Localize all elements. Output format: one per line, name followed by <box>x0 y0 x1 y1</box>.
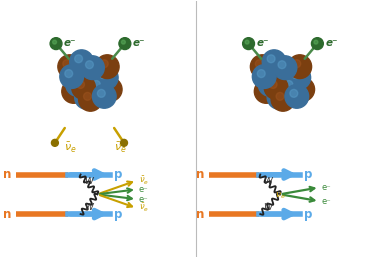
Circle shape <box>280 76 304 99</box>
Circle shape <box>70 50 94 74</box>
Text: W: W <box>85 178 93 186</box>
Circle shape <box>53 40 57 44</box>
Circle shape <box>71 78 79 85</box>
Text: $\nu_e$: $\nu_e$ <box>275 190 285 200</box>
Circle shape <box>271 87 295 111</box>
Circle shape <box>243 38 255 50</box>
Circle shape <box>99 71 107 78</box>
Circle shape <box>119 38 131 50</box>
Circle shape <box>83 63 106 86</box>
Circle shape <box>87 68 96 76</box>
Text: $\bar{\nu}_e$: $\bar{\nu}_e$ <box>114 141 126 155</box>
Circle shape <box>264 76 288 99</box>
Text: W: W <box>85 203 93 212</box>
Circle shape <box>290 90 298 97</box>
Text: e⁻: e⁻ <box>325 38 338 48</box>
Circle shape <box>96 55 119 78</box>
Text: e⁻: e⁻ <box>257 38 269 48</box>
Circle shape <box>267 85 291 109</box>
Circle shape <box>272 90 280 98</box>
Text: e⁻: e⁻ <box>139 185 149 194</box>
Text: p: p <box>114 168 122 181</box>
Text: W: W <box>263 178 272 186</box>
Text: e⁻: e⁻ <box>139 195 149 204</box>
Circle shape <box>62 79 85 103</box>
Text: p: p <box>304 168 312 181</box>
Circle shape <box>81 56 104 79</box>
Circle shape <box>291 78 315 101</box>
Circle shape <box>269 80 277 88</box>
Circle shape <box>50 38 62 50</box>
Circle shape <box>273 56 297 79</box>
Circle shape <box>92 84 116 108</box>
Circle shape <box>292 71 300 78</box>
Text: $\bar{\nu}_e$: $\bar{\nu}_e$ <box>139 174 149 187</box>
Circle shape <box>258 72 282 96</box>
Text: e⁻: e⁻ <box>321 197 331 206</box>
Circle shape <box>263 78 271 85</box>
Text: n: n <box>196 208 204 221</box>
Circle shape <box>245 40 249 44</box>
Text: p: p <box>114 208 122 221</box>
Text: e⁻: e⁻ <box>321 183 331 192</box>
Circle shape <box>94 66 118 90</box>
Circle shape <box>293 60 301 68</box>
Circle shape <box>92 80 100 88</box>
Circle shape <box>287 66 310 90</box>
Circle shape <box>262 50 286 74</box>
Circle shape <box>255 60 263 68</box>
Text: n: n <box>3 208 11 221</box>
Circle shape <box>65 70 73 78</box>
Circle shape <box>67 84 74 92</box>
Circle shape <box>285 80 293 88</box>
Circle shape <box>103 83 111 90</box>
Text: $\bar{\nu}_e$: $\bar{\nu}_e$ <box>64 141 77 155</box>
Circle shape <box>60 65 83 88</box>
Text: e⁻: e⁻ <box>64 38 76 48</box>
Circle shape <box>87 76 111 99</box>
Circle shape <box>257 70 265 78</box>
Circle shape <box>63 60 71 68</box>
Circle shape <box>275 63 299 86</box>
Circle shape <box>79 87 102 111</box>
Circle shape <box>276 92 284 100</box>
Circle shape <box>121 139 128 146</box>
Circle shape <box>58 55 82 78</box>
Circle shape <box>121 40 125 44</box>
Circle shape <box>288 55 312 78</box>
Text: n: n <box>3 168 11 181</box>
Circle shape <box>51 139 58 146</box>
Circle shape <box>254 79 278 103</box>
Circle shape <box>76 80 85 88</box>
Circle shape <box>280 68 288 76</box>
Circle shape <box>74 85 98 109</box>
Circle shape <box>74 55 83 63</box>
Circle shape <box>83 92 91 100</box>
Text: p: p <box>304 208 312 221</box>
Circle shape <box>267 55 275 63</box>
Circle shape <box>85 61 94 69</box>
Circle shape <box>100 60 108 68</box>
Circle shape <box>312 38 323 50</box>
Text: W: W <box>263 203 272 212</box>
Circle shape <box>296 83 304 90</box>
Text: n: n <box>196 168 204 181</box>
Circle shape <box>72 76 96 99</box>
Circle shape <box>314 40 318 44</box>
Text: $\bar{\nu}_e$: $\bar{\nu}_e$ <box>139 202 149 214</box>
Circle shape <box>278 61 286 69</box>
Circle shape <box>252 65 276 88</box>
Circle shape <box>98 78 122 101</box>
Circle shape <box>285 84 308 108</box>
Circle shape <box>250 55 274 78</box>
Text: e⁻: e⁻ <box>133 38 145 48</box>
Circle shape <box>66 72 89 96</box>
Circle shape <box>80 90 87 98</box>
Circle shape <box>98 90 105 97</box>
Circle shape <box>259 84 267 92</box>
